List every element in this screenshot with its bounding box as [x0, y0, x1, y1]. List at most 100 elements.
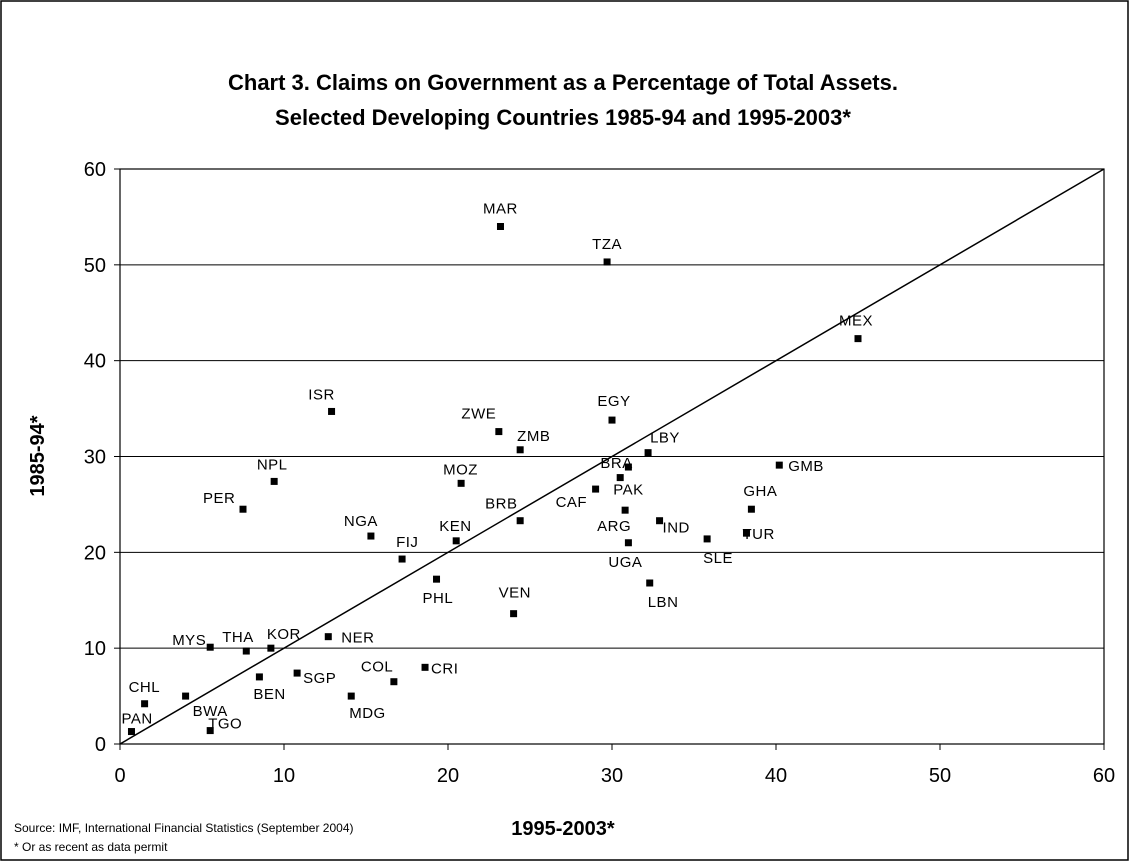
data-point-mex [854, 335, 862, 343]
data-point-gha [747, 505, 755, 513]
chart-title-line-1: Chart 3. Claims on Government as a Perce… [228, 70, 898, 95]
point-label-npl: NPL [257, 456, 288, 473]
y-tick-label: 60 [84, 159, 106, 181]
data-point-zmb [516, 446, 524, 454]
data-point-moz [457, 479, 465, 487]
data-point-per [239, 505, 247, 513]
data-point-nga [367, 532, 375, 540]
reference-line-45deg [119, 168, 1105, 745]
data-point-arg [621, 506, 629, 514]
data-point-lbn [646, 579, 654, 587]
data-point-col [390, 678, 398, 686]
data-point-bwa [182, 692, 190, 700]
point-label-tha: THA [222, 629, 254, 646]
x-tick-label: 30 [601, 765, 623, 787]
data-point-pan [127, 728, 135, 736]
point-label-gha: GHA [743, 483, 777, 500]
data-point-egy [608, 416, 616, 424]
data-point-brb [516, 517, 524, 525]
data-point-tur [742, 529, 750, 537]
y-tick-label: 40 [84, 351, 106, 373]
y-tick-label: 20 [84, 542, 106, 564]
point-label-ken: KEN [439, 518, 471, 535]
x-tick-label: 60 [1093, 765, 1115, 787]
point-label-caf: CAF [556, 494, 588, 511]
data-point-tza [603, 258, 611, 266]
point-label-kor: KOR [267, 626, 301, 643]
point-label-col: COL [361, 659, 393, 676]
point-label-pan: PAN [121, 711, 152, 728]
data-point-ken [452, 537, 460, 545]
chart-title-line-2: Selected Developing Countries 1985-94 an… [275, 105, 851, 130]
data-point-pak [616, 474, 624, 482]
data-point-ben [255, 673, 263, 681]
x-axis-label: 1995-2003* [511, 818, 615, 840]
data-point-caf [592, 485, 600, 493]
data-point-phl [433, 575, 441, 583]
point-label-sle: SLE [703, 550, 733, 567]
data-point-chl [141, 700, 149, 708]
x-tick-label: 0 [114, 765, 125, 787]
point-label-mar: MAR [483, 201, 518, 218]
point-label-tza: TZA [592, 236, 622, 253]
data-points: MAR TZA MEX ISR EGY ZWE ZMB LBY GMB BRA PAK NPL MOZ C… [121, 201, 873, 736]
data-point-bra [624, 463, 632, 471]
source-note: Source: IMF, International Financial Sta… [14, 821, 354, 835]
y-tick-label: 30 [84, 447, 106, 469]
point-label-cri: CRI [431, 660, 458, 677]
point-label-phl: PHL [423, 590, 454, 607]
point-label-zmb: ZMB [517, 428, 550, 445]
data-point-tha [242, 647, 250, 655]
point-label-mex: MEX [839, 313, 873, 330]
x-tick-label: 50 [929, 765, 951, 787]
data-point-npl [270, 477, 278, 485]
data-point-mdg [347, 692, 355, 700]
point-label-ven: VEN [499, 585, 531, 602]
point-label-tur: TUR [742, 526, 774, 543]
point-label-ben: BEN [253, 686, 285, 703]
point-label-tgo: TGO [208, 716, 242, 733]
point-label-lby: LBY [650, 430, 680, 447]
data-point-mar [496, 223, 504, 230]
y-tick-label: 0 [95, 734, 106, 756]
point-label-arg: ARG [597, 518, 631, 535]
point-label-egy: EGY [597, 393, 630, 410]
point-label-bwa: BWA [193, 703, 228, 720]
x-tick-label: 40 [765, 765, 787, 787]
data-point-uga [624, 539, 632, 547]
footnote: * Or as recent as data permit [14, 840, 168, 854]
point-label-chl: CHL [129, 679, 161, 696]
data-point-mys [206, 643, 214, 651]
point-label-fij: FIJ [396, 534, 418, 551]
data-point-sle [703, 535, 711, 543]
data-point-tgo [206, 727, 214, 735]
point-label-zwe: ZWE [461, 406, 496, 423]
data-point-zwe [495, 428, 503, 436]
point-label-ner: NER [341, 630, 374, 647]
y-tick-label: 50 [84, 255, 106, 277]
data-point-cri [421, 663, 429, 671]
data-point-ner [324, 633, 332, 641]
point-label-per: PER [203, 490, 235, 507]
point-label-ind: IND [663, 520, 690, 537]
data-point-kor [267, 644, 275, 652]
data-point-lby [644, 449, 652, 457]
data-point-sgp [293, 669, 301, 677]
point-label-pak: PAK [613, 482, 643, 499]
y-axis-label: 1985-94* [27, 415, 49, 496]
point-label-brb: BRB [485, 496, 517, 513]
point-label-isr: ISR [308, 386, 335, 403]
point-label-nga: NGA [344, 513, 378, 530]
x-tick-label: 10 [273, 765, 295, 787]
point-label-sgp: SGP [303, 670, 336, 687]
point-label-uga: UGA [608, 554, 642, 571]
point-label-mys: MYS [172, 632, 206, 649]
point-label-mdg: MDG [349, 705, 386, 722]
y-tick-label: 10 [84, 638, 106, 660]
data-point-isr [328, 407, 336, 415]
point-label-moz: MOZ [443, 461, 478, 478]
x-tick-label: 20 [437, 765, 459, 787]
data-point-gmb [775, 461, 783, 469]
